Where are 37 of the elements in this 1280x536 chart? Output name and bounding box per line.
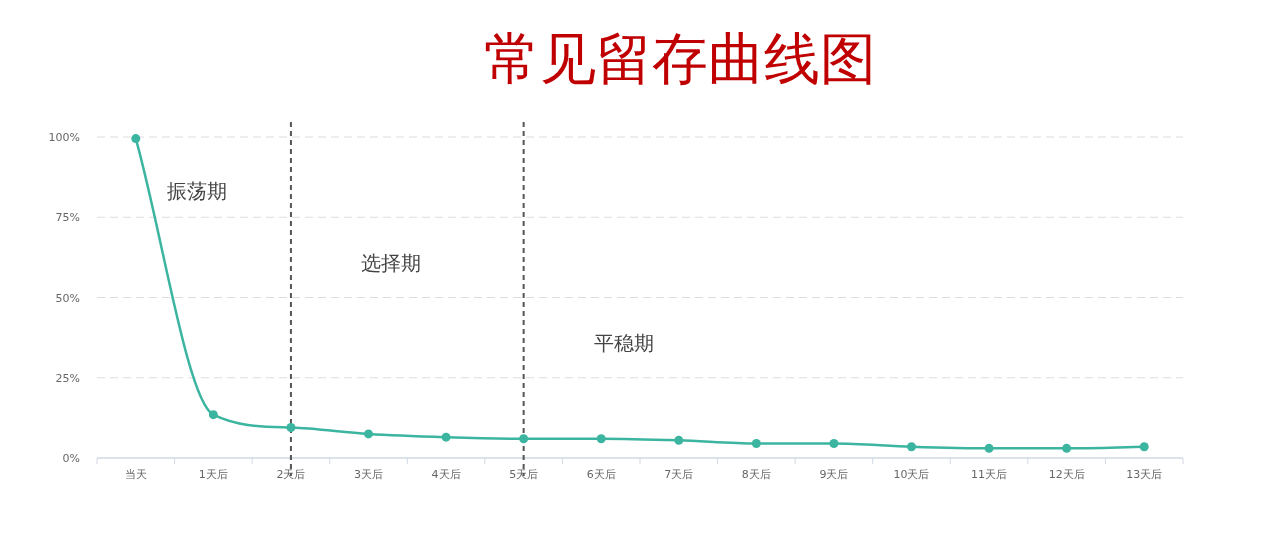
annotation: 振荡期 [167, 179, 227, 203]
x-tick-label: 8天后 [741, 468, 771, 481]
y-tick-label: 100% [48, 131, 80, 144]
point [596, 434, 606, 444]
point [1139, 442, 1149, 452]
x-tick-label: 10天后 [893, 468, 930, 481]
x-tick-label: 12天后 [1048, 468, 1085, 481]
x-tick-label: 6天后 [586, 468, 616, 481]
point [441, 432, 451, 442]
x-tick-label: 当天 [124, 468, 147, 481]
y-tick-label: 0% [62, 452, 80, 465]
x-tick-label: 4天后 [431, 468, 461, 481]
point [519, 434, 529, 444]
y-tick-label: 75% [55, 211, 80, 225]
title: 常见留存曲线图 [484, 26, 876, 91]
point [286, 423, 296, 433]
point [208, 410, 218, 420]
point [364, 429, 373, 439]
point [751, 439, 761, 449]
x-tick-label: 11天后 [971, 468, 1008, 481]
point [984, 443, 994, 453]
annotation: 选择期 [360, 251, 421, 275]
point [907, 442, 916, 452]
x-tick-label: 5天后 [509, 468, 539, 481]
y-tick-label: 25% [55, 371, 80, 385]
x-tick-label: 13天后 [1126, 468, 1163, 481]
x-tick-label: 2天后 [276, 468, 306, 481]
point [131, 134, 141, 144]
annotation: 平稳期 [593, 331, 654, 355]
point [829, 439, 839, 449]
y-tick-label: 50% [55, 291, 80, 305]
x-tick-label: 7天后 [664, 468, 694, 481]
x-tick-label: 3天后 [354, 468, 383, 481]
point [1062, 443, 1072, 453]
x-tick-label: 1天后 [198, 468, 228, 481]
point [674, 435, 684, 445]
x-tick-label: 9天后 [819, 468, 849, 481]
